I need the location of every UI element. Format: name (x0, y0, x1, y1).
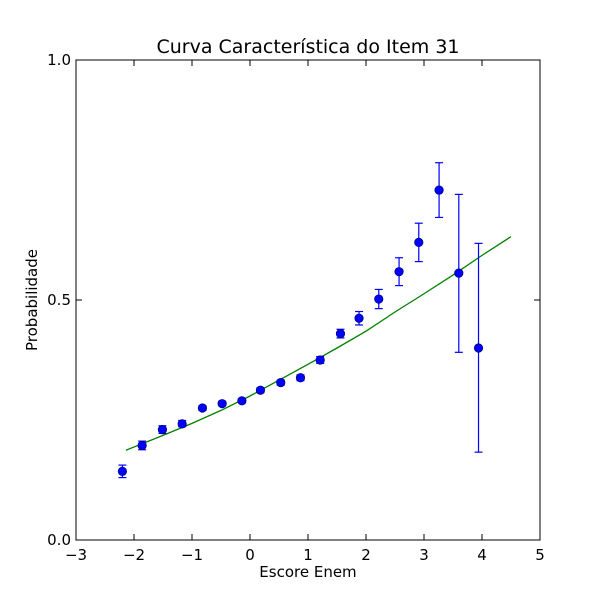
y-tick-label: 0.5 (47, 291, 71, 309)
data-point (117, 466, 128, 476)
data-point (414, 237, 424, 247)
x-tick-label: 4 (477, 546, 487, 564)
data-point (374, 294, 384, 304)
x-tick-label: −3 (65, 546, 87, 564)
data-points-layer (117, 162, 484, 479)
y-tick-label: 0.0 (47, 531, 71, 549)
data-point (255, 385, 266, 395)
x-tick-label: −2 (123, 546, 145, 564)
data-point (335, 328, 346, 339)
data-point (473, 343, 484, 353)
data-point (237, 396, 247, 406)
data-point (276, 377, 286, 388)
x-axis-label: Escore Enem (259, 563, 356, 581)
x-tick-label: 1 (303, 546, 313, 564)
data-point (434, 185, 444, 195)
data-point (197, 403, 208, 413)
data-point (454, 268, 464, 278)
data-point (394, 267, 404, 277)
y-axis-label: Probabilidade (23, 249, 41, 351)
data-point (354, 313, 364, 323)
chart-title: Curva Característica do Item 31 (156, 36, 459, 58)
x-tick-label: −1 (181, 546, 203, 564)
x-tick-label: 3 (419, 546, 429, 564)
data-point (157, 424, 168, 435)
data-point (295, 373, 306, 383)
data-point (217, 399, 227, 409)
x-tick-label: 5 (535, 546, 545, 564)
y-tick-label: 1.0 (47, 51, 71, 69)
data-point (137, 440, 147, 451)
data-point (177, 419, 187, 429)
x-tick-label: 2 (361, 546, 371, 564)
x-tick-label: 0 (245, 546, 255, 564)
plot-frame (75, 59, 541, 541)
data-point (315, 355, 325, 365)
